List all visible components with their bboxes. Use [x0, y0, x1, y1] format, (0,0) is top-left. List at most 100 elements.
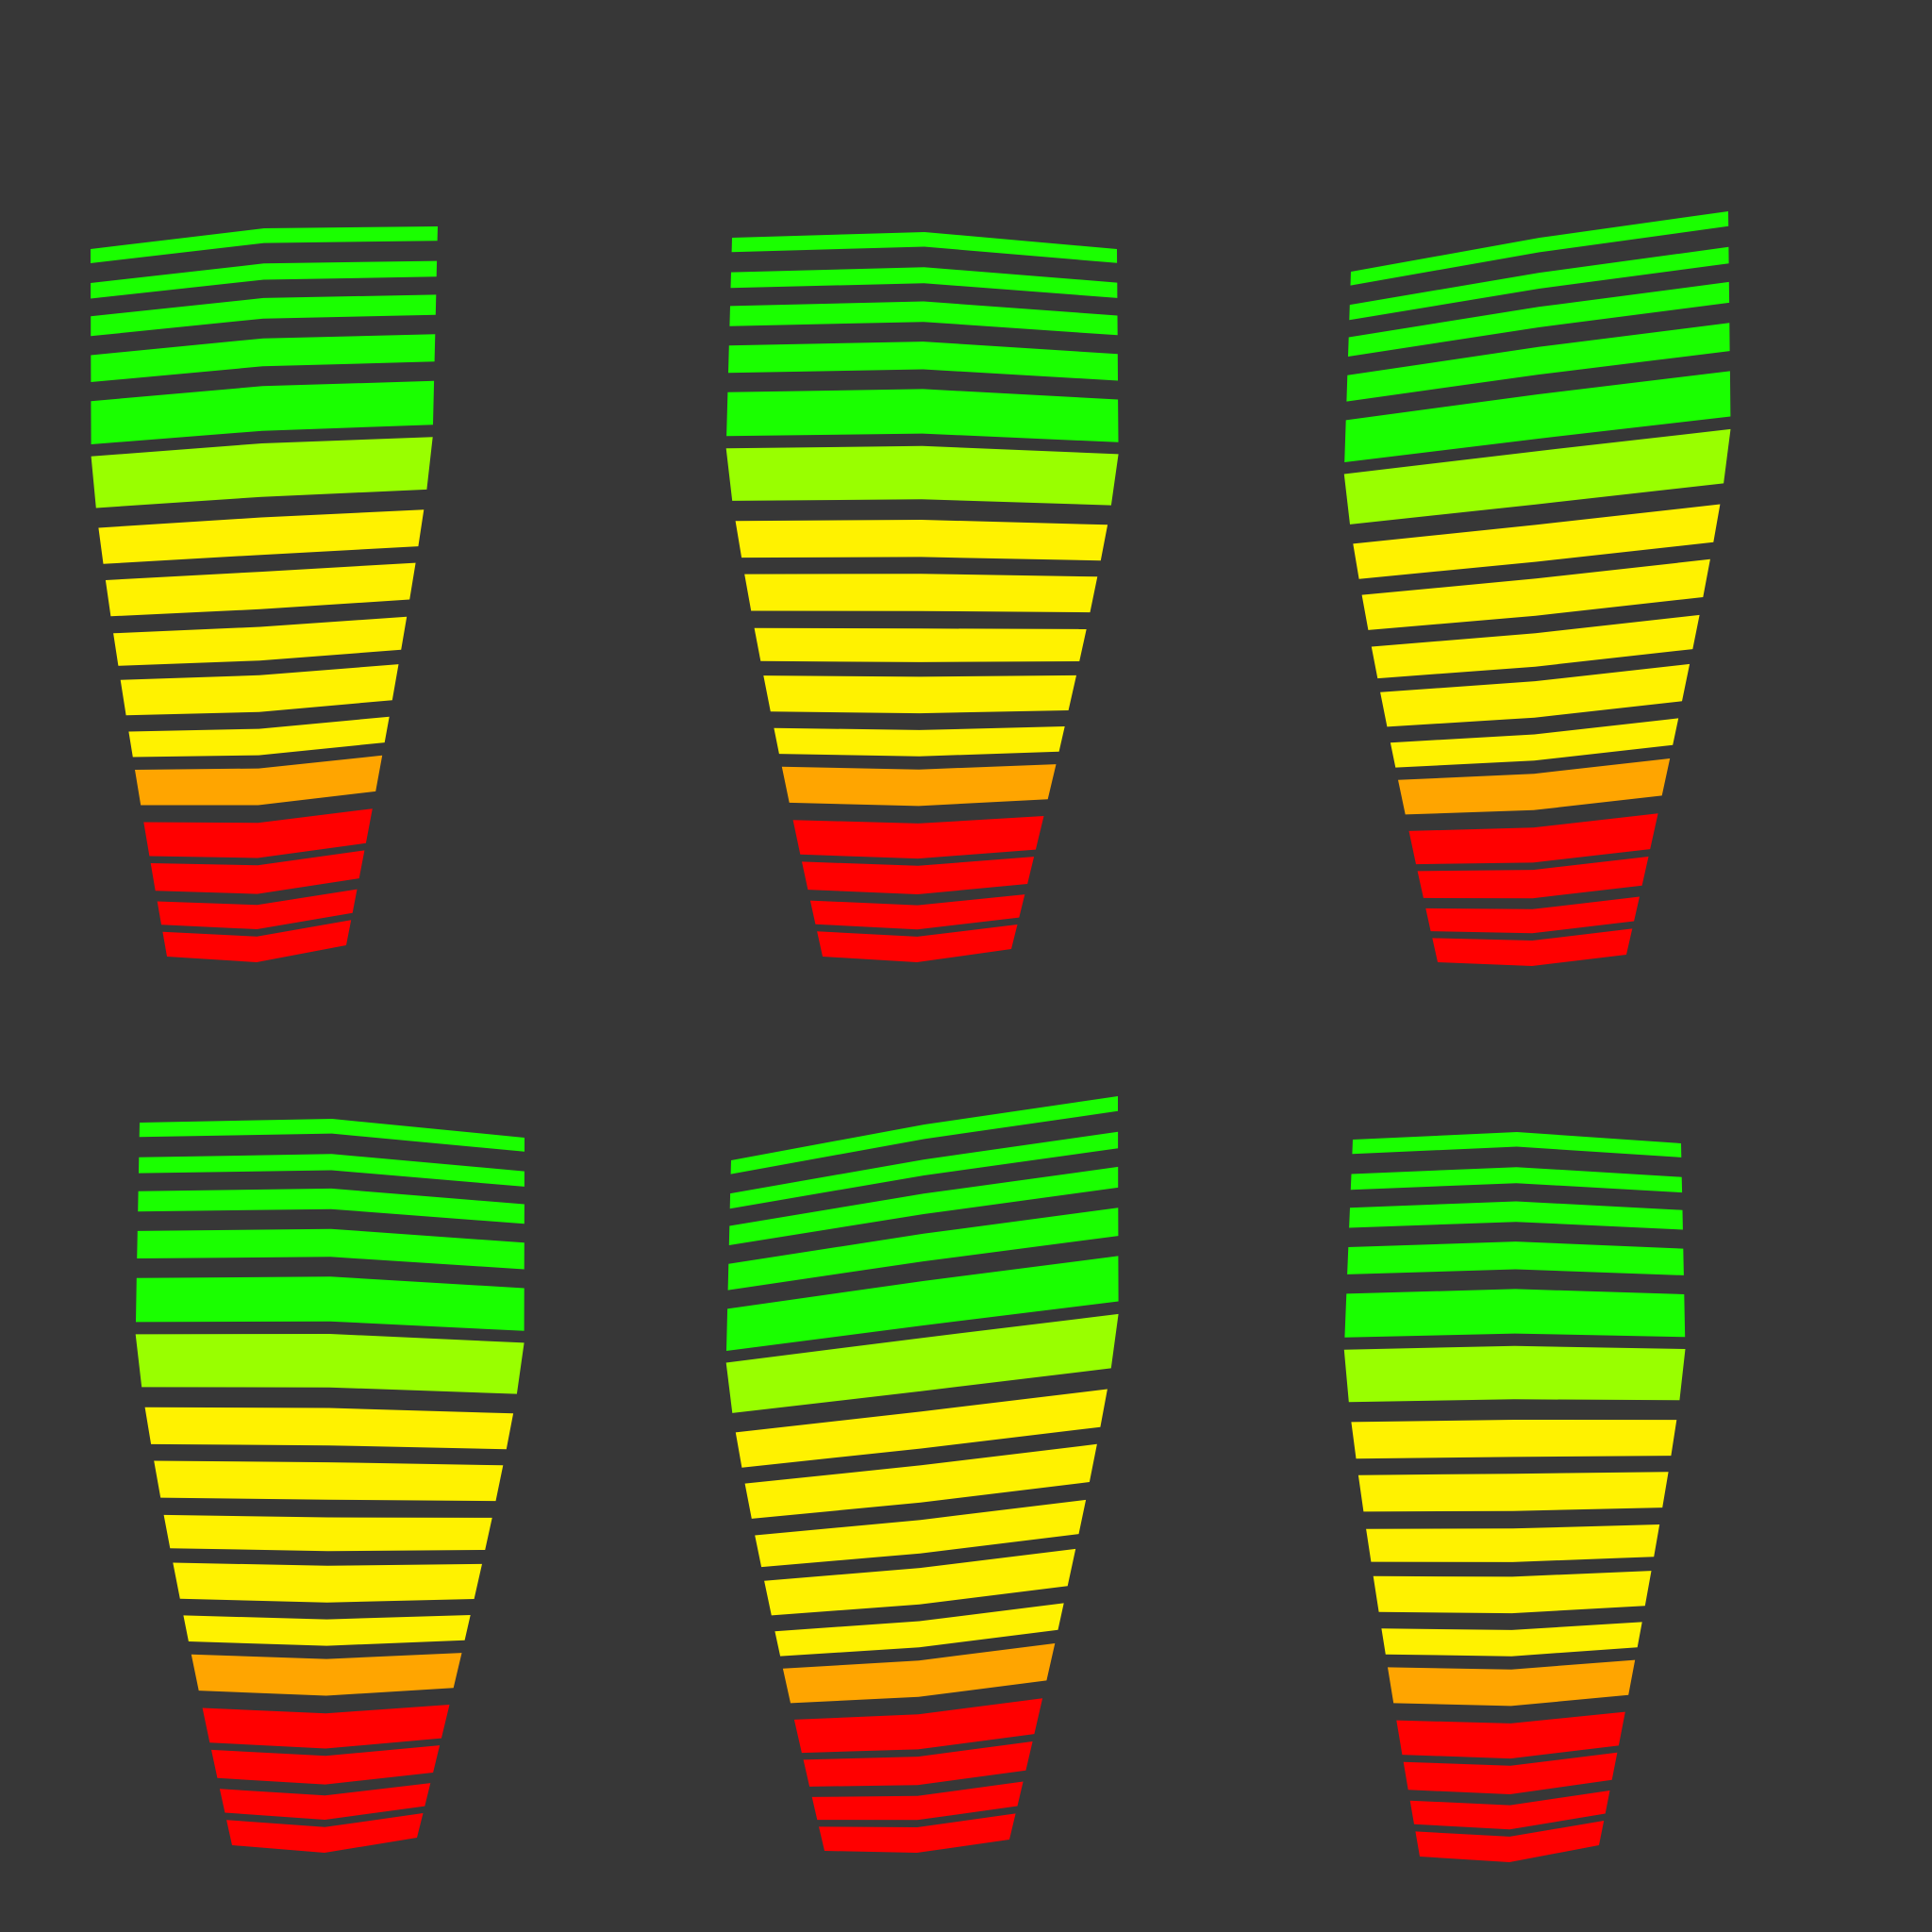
band-yellow	[774, 726, 1065, 757]
band-green	[1346, 323, 1730, 402]
band-green	[1344, 1289, 1686, 1338]
band-stack-panel-1	[91, 226, 438, 962]
band-yellow	[1366, 1524, 1660, 1562]
band-yellow	[735, 1389, 1108, 1468]
band-orange	[782, 1643, 1056, 1704]
band-orange	[1398, 758, 1671, 815]
band-red	[211, 1745, 441, 1785]
band-yellow	[183, 1615, 471, 1646]
band-lime	[1343, 428, 1731, 525]
band-red	[811, 1781, 1024, 1821]
band-yellow	[763, 675, 1076, 714]
band-red	[202, 1705, 450, 1749]
band-red	[793, 1698, 1043, 1754]
band-red	[143, 808, 373, 858]
band-green	[1348, 281, 1730, 357]
band-red	[1403, 1752, 1618, 1794]
band-red	[219, 1783, 431, 1820]
band-red	[817, 924, 1018, 962]
band-lime	[91, 437, 433, 508]
band-stack-panel-6	[1343, 1132, 1686, 1862]
band-yellow	[120, 664, 399, 716]
band-green	[730, 1096, 1118, 1174]
band-yellow	[1373, 1571, 1652, 1614]
band-stack-panel-3	[1343, 211, 1731, 966]
band-yellow	[1351, 1420, 1677, 1459]
band-yellow	[98, 509, 425, 564]
band-yellow	[1353, 504, 1721, 579]
band-yellow	[1361, 558, 1710, 630]
band-yellow	[1390, 718, 1679, 768]
band-orange	[1388, 1659, 1636, 1707]
band-yellow	[113, 616, 408, 666]
band-red	[1396, 1711, 1625, 1759]
band-yellow	[173, 1562, 483, 1603]
band-orange	[135, 755, 383, 806]
band-green	[729, 1131, 1119, 1209]
band-yellow	[1381, 1622, 1642, 1657]
band-green	[727, 1208, 1119, 1291]
band-green	[138, 1188, 525, 1224]
band-red	[819, 1813, 1016, 1853]
band-red	[792, 816, 1044, 859]
band-green	[91, 380, 435, 444]
band-yellow	[764, 1548, 1076, 1616]
band-yellow	[744, 1443, 1097, 1519]
band-red	[1432, 928, 1633, 966]
band-yellow	[754, 627, 1087, 662]
band-green	[139, 1154, 525, 1187]
band-green	[91, 260, 438, 299]
band-yellow	[144, 1407, 514, 1450]
band-yellow	[1380, 663, 1690, 727]
band-stack-panel-4	[135, 1119, 525, 1853]
band-green	[731, 232, 1118, 263]
band-yellow	[1371, 614, 1700, 679]
band-yellow	[154, 1460, 504, 1502]
band-green	[1347, 1241, 1684, 1275]
band-yellow	[128, 716, 390, 758]
band-green	[728, 1166, 1119, 1245]
band-green	[137, 1228, 525, 1270]
band-green	[726, 389, 1119, 442]
band-red	[226, 1813, 424, 1853]
band-green	[1344, 371, 1731, 462]
band-red	[162, 920, 352, 962]
band-green	[139, 1119, 525, 1152]
band-red	[1425, 896, 1640, 934]
band-green	[91, 294, 437, 337]
band-green	[91, 226, 438, 263]
band-stack-panel-2	[725, 232, 1119, 962]
band-lime	[725, 1313, 1119, 1413]
band-red	[1409, 1790, 1610, 1830]
band-orange	[191, 1653, 462, 1696]
band-yellow	[163, 1514, 492, 1552]
band-lime	[725, 445, 1119, 506]
band-green	[136, 1276, 525, 1331]
band-yellow	[744, 574, 1098, 613]
band-red	[1415, 1821, 1605, 1862]
band-lime	[135, 1334, 525, 1394]
band-green	[1350, 1167, 1683, 1193]
band-red	[1408, 813, 1658, 865]
band-green	[729, 301, 1118, 336]
band-red	[802, 857, 1035, 894]
panel-grid	[91, 211, 1731, 1862]
band-yellow	[735, 520, 1108, 561]
band-green	[1349, 1201, 1683, 1230]
band-red	[157, 889, 358, 929]
band-yellow	[774, 1603, 1064, 1657]
band-yellow	[1357, 1472, 1669, 1512]
band-green	[1349, 246, 1729, 321]
band-green	[1350, 211, 1729, 286]
band-green	[730, 267, 1118, 298]
band-red	[150, 850, 365, 894]
band-red	[809, 894, 1025, 930]
band-red	[803, 1741, 1033, 1787]
band-green	[728, 341, 1118, 381]
band-lime	[1343, 1345, 1686, 1403]
band-orange	[781, 764, 1057, 807]
band-green	[1352, 1132, 1682, 1158]
band-yellow	[755, 1499, 1087, 1568]
band-stack-panel-5	[725, 1096, 1119, 1853]
